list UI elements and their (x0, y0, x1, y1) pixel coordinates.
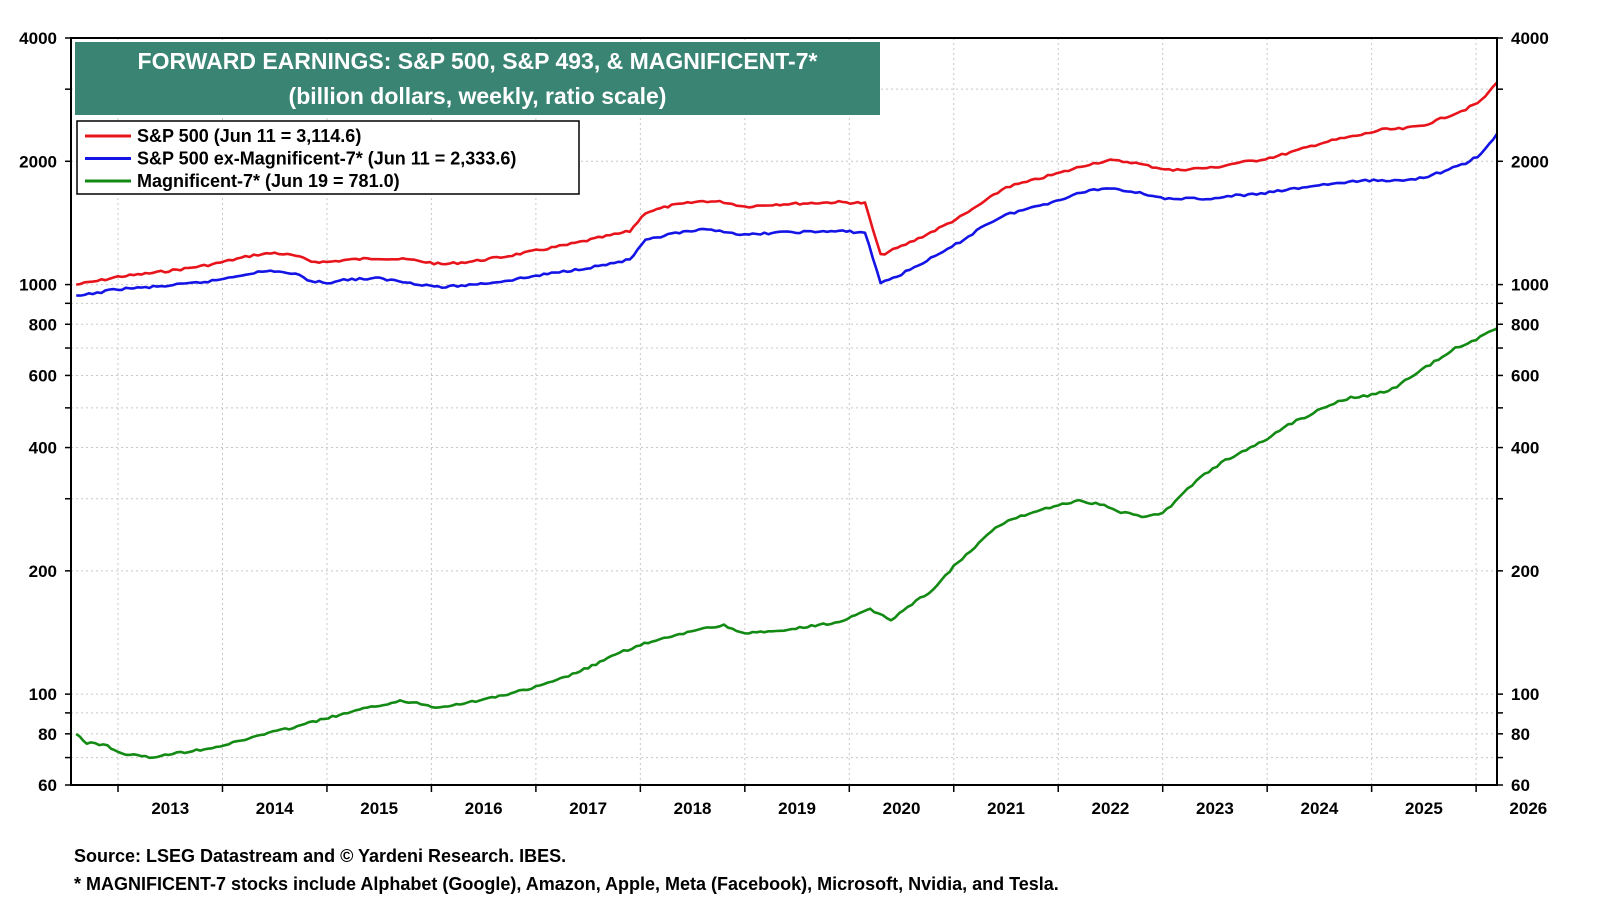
series-line-s-p-500-ex-magnificent-7 (76, 133, 1499, 297)
y-tick-label-right: 800 (1511, 315, 1539, 334)
y-tick-label-left: 400 (29, 439, 57, 458)
legend: S&P 500 (Jun 11 = 3,114.6) S&P 500 ex-Mag… (76, 120, 580, 195)
magnificent-7-footnote: * MAGNIFICENT-7 stocks include Alphabet … (74, 874, 1059, 894)
y-tick-label-right: 600 (1511, 366, 1539, 385)
x-tick-label: 2016 (465, 799, 503, 818)
legend-box (76, 120, 580, 195)
y-tick-label-right: 200 (1511, 562, 1539, 581)
y-tick-label-right: 2000 (1511, 152, 1549, 171)
y-tick-label-right: 80 (1511, 725, 1530, 744)
legend-label: S&P 500 ex-Magnificent-7* (Jun 11 = 2,33… (137, 149, 516, 169)
axis-ticks: 2013 2014 2015 2016 2017 2018 2019 2020 2021 2022… (19, 29, 1549, 818)
x-tick-label: 2020 (883, 799, 921, 818)
title-box-background (75, 42, 880, 115)
x-tick-label: 2017 (569, 799, 607, 818)
x-tick-label: 2018 (674, 799, 712, 818)
chart-title-box: FORWARD EARNINGS: S&P 500, S&P 493, & MA… (75, 42, 880, 115)
y-tick-label-left: 60 (38, 776, 57, 795)
x-tick-label: 2013 (151, 799, 189, 818)
y-tick-label-left: 4000 (19, 29, 57, 48)
chart-subtitle: (billion dollars, weekly, ratio scale) (289, 83, 667, 109)
series-line-s-p-500 (76, 81, 1498, 286)
y-tick-label-right: 4000 (1511, 29, 1549, 48)
plot-frame (70, 37, 1498, 786)
y-tick-label-left: 1000 (19, 276, 57, 295)
y-tick-label-left: 80 (38, 725, 57, 744)
x-tick-label: 2014 (256, 799, 294, 818)
y-tick-label-left: 100 (29, 685, 57, 704)
y-tick-label-right: 1000 (1511, 276, 1549, 295)
x-tick-label: 2025 (1405, 799, 1443, 818)
y-tick-label-left: 2000 (19, 152, 57, 171)
y-tick-label-right: 400 (1511, 439, 1539, 458)
x-tick-label: 2015 (360, 799, 398, 818)
x-tick-label: 2022 (1092, 799, 1130, 818)
x-tick-label: 2026 (1509, 799, 1547, 818)
y-tick-label-left: 800 (29, 315, 57, 334)
x-tick-label: 2021 (987, 799, 1025, 818)
y-tick-label-right: 100 (1511, 685, 1539, 704)
series-lines (75, 81, 1499, 760)
x-tick-label: 2024 (1300, 799, 1338, 818)
y-tick-label-left: 600 (29, 366, 57, 385)
series-line-magnificent-7 (75, 327, 1498, 760)
source-footnote: Source: LSEG Datastream and © Yardeni Re… (74, 846, 567, 866)
x-tick-label: 2019 (778, 799, 816, 818)
y-tick-label-left: 200 (29, 562, 57, 581)
y-tick-label-right: 60 (1511, 776, 1530, 795)
legend-label: Magnificent-7* (Jun 19 = 781.0) (137, 171, 400, 191)
legend-label: S&P 500 (Jun 11 = 3,114.6) (137, 126, 361, 146)
x-tick-label: 2023 (1196, 799, 1234, 818)
chart-title: FORWARD EARNINGS: S&P 500, S&P 493, & MA… (138, 48, 818, 74)
